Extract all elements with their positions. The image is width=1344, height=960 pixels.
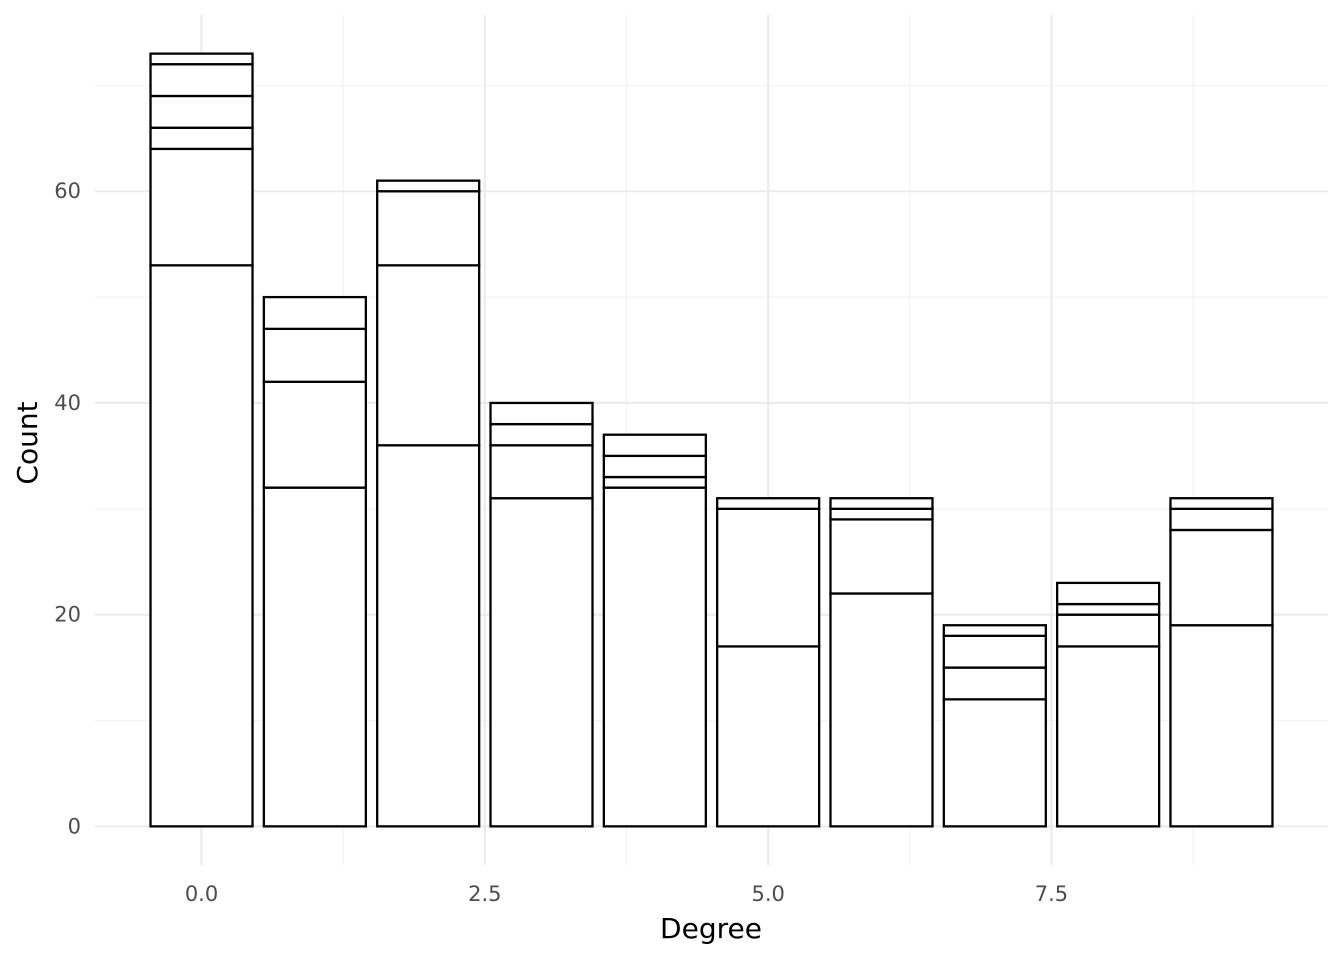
bar-segment-9-2 [1169, 507, 1274, 532]
bar-segment-9-0 [1169, 624, 1274, 828]
x-tick-label: 0.0 [185, 882, 218, 906]
bar-segment-8-3 [1055, 581, 1161, 606]
bar-segment-6-1 [829, 518, 934, 595]
bar-segment-3-2 [489, 422, 594, 447]
bar-segment-8-0 [1055, 645, 1161, 828]
bar-segment-7-3 [942, 624, 1047, 637]
bar-segment-7-0 [942, 698, 1047, 828]
bar-segment-5-0 [716, 645, 821, 828]
bar-segment-4-2 [602, 454, 707, 479]
bar-segment-9-3 [1169, 497, 1274, 510]
x-tick-label: 2.5 [468, 882, 501, 906]
bar-segment-7-1 [942, 666, 1047, 701]
bar-segment-3-3 [489, 401, 594, 426]
bar-segment-3-0 [489, 497, 594, 828]
bar-segment-0-3 [149, 94, 254, 129]
bar-segment-0-0 [149, 264, 254, 828]
bar-segment-1-1 [262, 380, 368, 489]
bar-segment-2-2 [376, 190, 481, 267]
bar-segment-2-0 [376, 444, 481, 828]
bar-segment-4-1 [602, 475, 707, 489]
bar-segment-6-3 [829, 497, 934, 510]
bar-segment-8-1 [1055, 613, 1161, 648]
x-tick-labels: 0.0 2.5 5.0 7.5 [185, 882, 1068, 906]
bar-segment-0-5 [149, 52, 254, 66]
x-axis-title: Degree [660, 912, 762, 945]
y-tick-label: 0 [68, 814, 81, 838]
bar-segment-6-0 [829, 592, 934, 828]
bar-segment-0-2 [149, 126, 254, 151]
bar-segment-9-1 [1169, 528, 1274, 627]
bar-segment-1-3 [262, 295, 368, 331]
bar-segment-8-2 [1055, 602, 1161, 616]
bar-segment-5-2 [716, 497, 821, 510]
bar-segment-6-2 [829, 507, 934, 521]
y-axis-title: Count [11, 401, 44, 484]
bar-segment-1-0 [262, 486, 368, 828]
y-tick-label: 40 [54, 391, 81, 415]
bars [149, 52, 1274, 828]
bar-segment-5-1 [716, 507, 821, 648]
bar-segment-3-1 [489, 444, 594, 500]
bar-segment-2-1 [376, 264, 481, 447]
bar-segment-2-3 [376, 179, 481, 193]
bar-segment-0-4 [149, 63, 254, 98]
x-tick-label: 7.5 [1035, 882, 1068, 906]
bar-segment-4-0 [602, 486, 707, 828]
bar-segment-4-3 [602, 433, 707, 458]
bar-segment-1-2 [262, 327, 368, 383]
x-tick-label: 5.0 [751, 882, 784, 906]
bar-segment-0-1 [149, 147, 254, 267]
y-tick-labels: 0 20 40 60 [54, 179, 81, 838]
bar-segment-7-2 [942, 634, 1047, 669]
y-tick-label: 20 [54, 603, 81, 627]
y-tick-label: 60 [54, 179, 81, 203]
